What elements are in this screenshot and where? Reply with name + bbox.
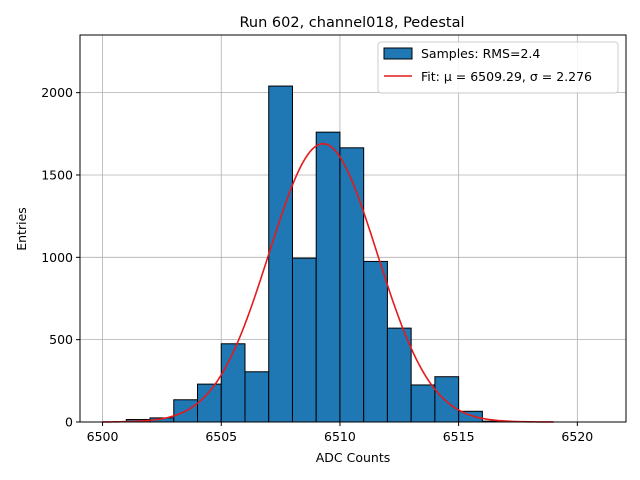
histogram-bars: [125, 85, 507, 423]
y-tick-label: 500: [49, 332, 73, 347]
y-tick-label: 2000: [41, 85, 73, 100]
histogram-bar: [315, 131, 341, 423]
x-tick-label: 6515: [443, 429, 475, 444]
histogram-bar: [197, 383, 222, 423]
y-axis-label: Entries: [14, 207, 29, 251]
histogram-bar: [434, 376, 460, 423]
y-axis-ticks: 0 500 1000 1500 2000: [41, 85, 80, 430]
plot-frame: [79, 34, 627, 423]
x-axis-ticks: 6500 6505 6510 6515 6520: [87, 422, 593, 444]
y-tick-label: 1000: [41, 250, 73, 265]
histogram-bar: [410, 384, 436, 423]
legend-box: [377, 41, 619, 94]
y-tick-label: 0: [65, 415, 73, 430]
histogram-bar: [363, 260, 388, 423]
legend: Samples: RMS=2.4 Fit: μ = 6509.29, σ = 2…: [377, 41, 619, 94]
x-tick-label: 6520: [561, 429, 593, 444]
histogram-bar: [339, 147, 365, 423]
histogram-bar: [268, 85, 293, 423]
histogram-bar: [458, 410, 483, 423]
x-axis-label: ADC Counts: [316, 450, 391, 465]
x-tick-label: 6510: [324, 429, 356, 444]
x-tick-label: 6500: [87, 429, 119, 444]
legend-swatch-samples: [383, 47, 413, 60]
histogram-bar: [386, 327, 412, 423]
legend-label-fit: Fit: μ = 6509.29, σ = 2.276: [421, 69, 592, 84]
histogram-bar: [244, 371, 270, 423]
chart-title: Run 602, channel018, Pedestal: [239, 15, 464, 31]
histogram-bar: [220, 343, 246, 423]
x-tick-label: 6505: [205, 429, 237, 444]
legend-label-samples: Samples: RMS=2.4: [421, 46, 540, 61]
histogram-bar: [291, 257, 317, 423]
fit-curve: [102, 142, 554, 423]
y-tick-label: 1500: [41, 167, 73, 182]
